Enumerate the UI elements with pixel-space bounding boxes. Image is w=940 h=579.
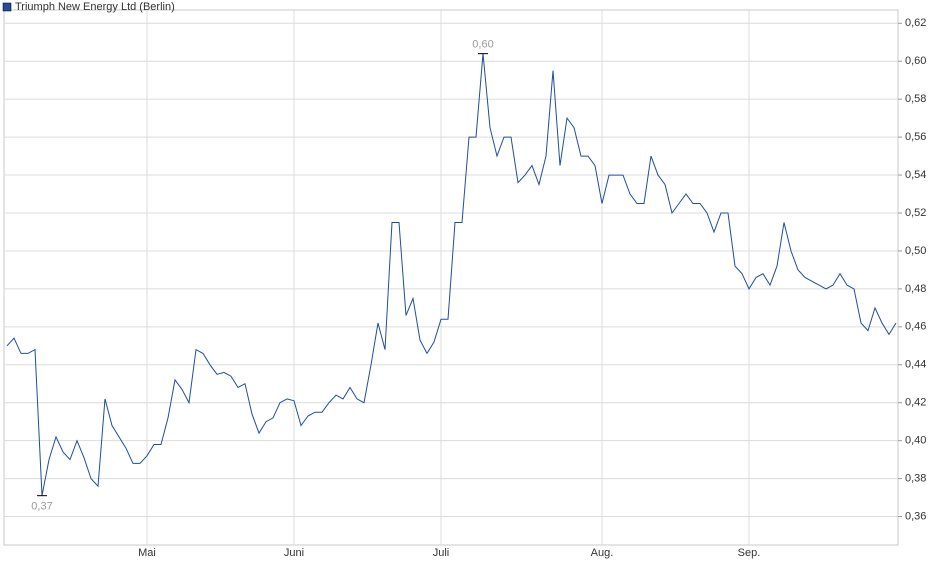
y-tick-label: 0,48 xyxy=(905,283,926,295)
y-tick-label: 0,60 xyxy=(905,55,926,67)
x-tick-label: Mai xyxy=(138,547,156,559)
x-tick-label: Aug. xyxy=(591,547,614,559)
x-tick-label: Sep. xyxy=(738,547,761,559)
y-tick-label: 0,62 xyxy=(905,17,926,29)
y-tick-label: 0,36 xyxy=(905,510,926,522)
legend-label: Triumph New Energy Ltd (Berlin) xyxy=(15,1,175,13)
x-tick-label: Juni xyxy=(284,547,304,559)
x-tick-label: Juli xyxy=(433,547,450,559)
value-label: 0,60 xyxy=(472,39,493,51)
y-tick-label: 0,46 xyxy=(905,321,926,333)
price-line xyxy=(6,53,897,496)
y-tick-label: 0,50 xyxy=(905,245,926,257)
value-label: 0,37 xyxy=(31,501,52,513)
y-tick-label: 0,58 xyxy=(905,93,926,105)
y-tick-label: 0,42 xyxy=(905,397,926,409)
y-tick-label: 0,52 xyxy=(905,207,926,219)
y-tick-label: 0,38 xyxy=(905,473,926,485)
y-tick-label: 0,54 xyxy=(905,169,926,181)
y-tick-label: 0,40 xyxy=(905,435,926,447)
y-tick-label: 0,44 xyxy=(905,359,926,371)
y-tick-label: 0,56 xyxy=(905,131,926,143)
legend-swatch xyxy=(2,2,12,12)
